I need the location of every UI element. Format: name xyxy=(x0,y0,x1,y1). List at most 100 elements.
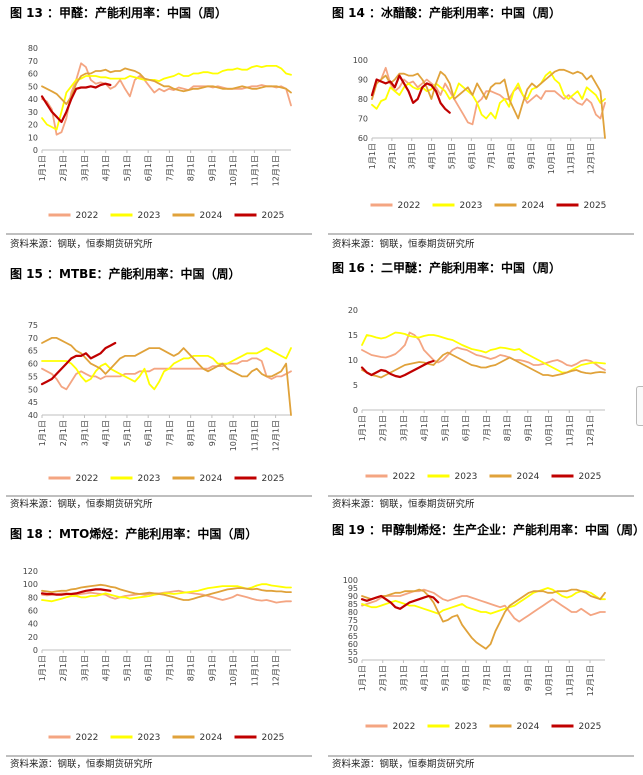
series-line-2025 xyxy=(40,588,112,596)
x-tick-label: 4月1日 xyxy=(102,420,111,446)
x-tick-label: 8月1日 xyxy=(507,143,516,169)
legend-label-2022: 2022 xyxy=(76,211,99,221)
legend-label-2022: 2022 xyxy=(76,733,99,743)
source-note: 资料来源：钢联，恒泰期货研究所 xyxy=(332,758,475,770)
x-tick-label: 6月1日 xyxy=(144,420,153,446)
y-tick-label: 80 xyxy=(28,593,38,602)
y-tick-label: 40 xyxy=(28,620,38,629)
chart-svg-fig13: 图 13 ：甲醛：产能利用率：中国（周） 0 10 20 30 40 50 60 70 80 1月1… xyxy=(6,5,312,250)
x-tick-label: 12月1日 xyxy=(586,665,595,696)
series-line-2022 xyxy=(41,357,292,391)
x-tick-label: 11月1日 xyxy=(250,655,259,686)
x-tick-label: 6月1日 xyxy=(462,415,471,441)
x-tick-label: 1月1日 xyxy=(368,143,377,169)
legend-label-2022: 2022 xyxy=(393,472,416,482)
x-tick-label: 12月1日 xyxy=(272,420,281,451)
x-tick-label: 9月1日 xyxy=(524,665,533,691)
legend-label-2025: 2025 xyxy=(579,722,602,732)
y-tick-label: 80 xyxy=(348,608,358,617)
x-tick-label: 12月1日 xyxy=(587,143,596,174)
x-tick-label: 12月1日 xyxy=(586,415,595,446)
x-tick-label: 8月1日 xyxy=(503,665,512,691)
series-line-2025 xyxy=(370,74,451,114)
x-tick-label: 5月1日 xyxy=(441,665,450,691)
x-tick-label: 8月1日 xyxy=(187,155,196,181)
y-tick-label: 20 xyxy=(348,306,358,315)
chart-panel-fig14: 图 14 ：冰醋酸：产能利用率：中国（周） 60 70 80 90 100 1月1日 2月1日… xyxy=(322,0,642,257)
x-tick-label: 6月1日 xyxy=(144,155,153,181)
y-tick-label: 20 xyxy=(28,121,38,130)
y-tick-label: 95 xyxy=(348,584,358,593)
x-tick-label: 2月1日 xyxy=(379,665,388,691)
source-note: 资料来源：钢联，恒泰期货研究所 xyxy=(10,238,153,250)
y-tick-label: 65 xyxy=(28,347,38,356)
legend-label-2024: 2024 xyxy=(522,201,545,211)
x-tick-label: 11月1日 xyxy=(567,143,576,174)
chart-panel-fig18: 图 18 ：MTO烯烃：产能利用率：中国（周） 0 20 40 60 80 100 120 1月… xyxy=(0,518,320,775)
x-tick-label: 5月1日 xyxy=(123,655,132,681)
series-line-2023 xyxy=(371,70,606,120)
legend-label-2024: 2024 xyxy=(517,472,540,482)
y-tick-label: 15 xyxy=(348,331,358,340)
chart-title: 图 18 ：MTO烯烃：产能利用率：中国（周） xyxy=(10,526,257,541)
x-tick-label: 5月1日 xyxy=(123,420,132,446)
x-tick-label: 1月1日 xyxy=(38,155,47,181)
y-tick-label: 60 xyxy=(358,134,368,143)
legend-label-2023: 2023 xyxy=(138,733,161,743)
side-scroll-tab[interactable] xyxy=(636,386,643,426)
y-tick-label: 75 xyxy=(348,616,358,625)
series-line-2024 xyxy=(361,588,606,650)
legend-label-2025: 2025 xyxy=(579,472,602,482)
legend-label-2025: 2025 xyxy=(584,201,607,211)
y-tick-label: 100 xyxy=(353,56,368,65)
series-line-2024 xyxy=(371,68,606,139)
chart-title: 图 15 ：MTBE：产能利用率：中国（周） xyxy=(10,266,241,281)
y-tick-label: 60 xyxy=(28,360,38,369)
x-tick-label: 8月1日 xyxy=(187,655,196,681)
x-tick-label: 1月1日 xyxy=(38,420,47,446)
x-tick-label: 5月1日 xyxy=(441,415,450,441)
x-tick-label: 11月1日 xyxy=(565,415,574,446)
legend-label-2025: 2025 xyxy=(262,211,285,221)
legend-label-2024: 2024 xyxy=(200,474,223,484)
legend-label-2022: 2022 xyxy=(76,474,99,484)
y-tick-label: 100 xyxy=(343,576,358,585)
x-tick-label: 9月1日 xyxy=(208,155,217,181)
chart-svg-fig16: 图 16 ：二甲醚：产能利用率：中国（周） 0 5 10 15 20 1月1日 2月1日 3月1… xyxy=(328,260,634,510)
y-tick-label: 10 xyxy=(348,356,358,365)
x-tick-label: 9月1日 xyxy=(208,420,217,446)
y-tick-label: 55 xyxy=(348,648,358,657)
x-tick-label: 3月1日 xyxy=(408,143,417,169)
x-tick-label: 2月1日 xyxy=(59,420,68,446)
chart-panel-fig16: 图 16 ：二甲醚：产能利用率：中国（周） 0 5 10 15 20 1月1日 2月1日 3月1… xyxy=(322,260,642,517)
y-tick-label: 70 xyxy=(28,57,38,66)
chart-svg-fig19: 图 19 ：甲醇制烯烃：生产企业：产能利用率：中国（周） 505560657075… xyxy=(328,522,643,770)
series-line-2022 xyxy=(41,62,292,136)
chart-title: 图 16 ：二甲醚：产能利用率：中国（周） xyxy=(332,260,561,275)
x-tick-label: 3月1日 xyxy=(80,155,89,181)
legend-label-2024: 2024 xyxy=(200,733,223,743)
y-tick-label: 55 xyxy=(28,372,38,381)
y-tick-label: 0 xyxy=(33,146,38,155)
series-line-2025 xyxy=(360,594,440,610)
y-tick-label: 75 xyxy=(28,321,38,330)
legend-label-2025: 2025 xyxy=(262,474,285,484)
y-tick-label: 10 xyxy=(28,133,38,142)
series-line-2025 xyxy=(40,82,112,124)
y-tick-label: 90 xyxy=(358,76,368,85)
y-tick-label: 40 xyxy=(28,411,38,420)
y-tick-label: 90 xyxy=(348,592,358,601)
x-tick-label: 12月1日 xyxy=(272,655,281,686)
x-tick-label: 10月1日 xyxy=(229,420,238,451)
x-tick-label: 3月1日 xyxy=(399,415,408,441)
x-tick-label: 10月1日 xyxy=(229,655,238,686)
y-tick-label: 80 xyxy=(358,95,368,104)
x-tick-label: 3月1日 xyxy=(80,655,89,681)
x-tick-label: 7月1日 xyxy=(482,665,491,691)
y-tick-label: 70 xyxy=(348,624,358,633)
chart-svg-fig14: 图 14 ：冰醋酸：产能利用率：中国（周） 60 70 80 90 100 1月1日 2月1日… xyxy=(328,5,634,250)
x-tick-label: 10月1日 xyxy=(547,143,556,174)
x-tick-label: 1月1日 xyxy=(358,665,367,691)
series-line-2023 xyxy=(41,347,292,391)
y-tick-label: 60 xyxy=(28,607,38,616)
